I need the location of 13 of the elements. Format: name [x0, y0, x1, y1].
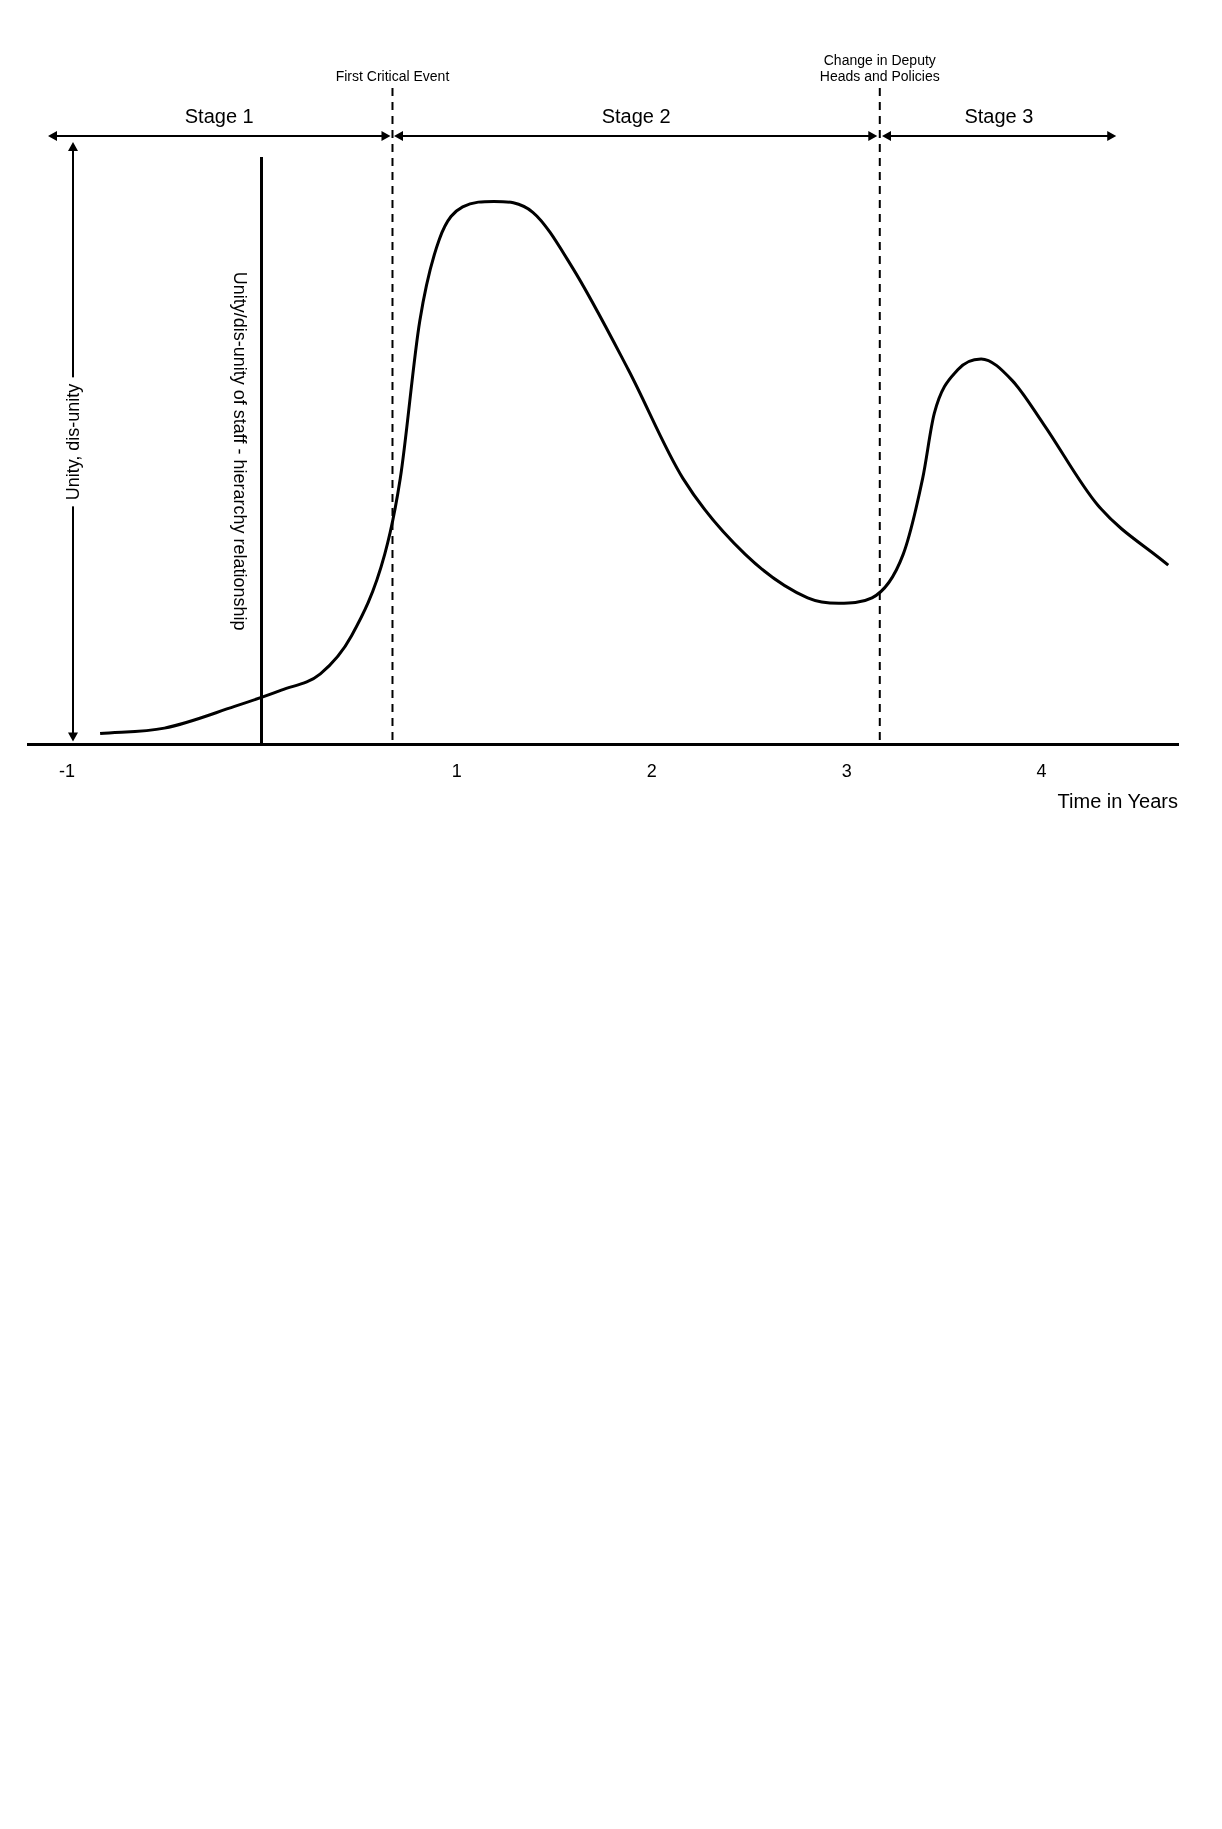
text: Stage 2: [595, 105, 677, 127]
ref-line-label: Change in Deputy Heads and Policies: [819, 51, 940, 84]
x-tick-label: 1: [451, 761, 462, 782]
x-tick-label: 3: [841, 761, 852, 782]
x-tick-label: -1: [58, 761, 75, 782]
text: Stage 3: [958, 105, 1040, 127]
text: Stage 1: [178, 105, 260, 127]
x-tick-label: 4: [1036, 761, 1047, 782]
x-axis-title: Time in Years: [1057, 789, 1178, 812]
annotation: Unity, dis-unity: [62, 377, 84, 507]
y-axis-title: Unity/dis-unity of staff - hierarchy relationship: [230, 271, 251, 631]
x-tick-label: 2: [646, 761, 657, 782]
ref-line-label: First Critical Event: [335, 67, 450, 84]
